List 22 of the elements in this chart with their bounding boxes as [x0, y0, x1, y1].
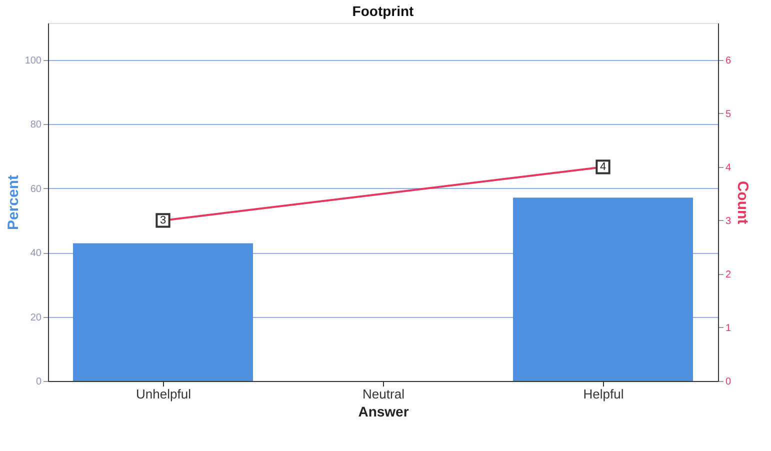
data-label: 3 [160, 214, 166, 226]
chart-title: Footprint [352, 3, 414, 19]
y2-tick-label: 2 [726, 269, 732, 280]
y2-axis-title: Count [734, 180, 752, 224]
y2-tick-label: 1 [726, 322, 732, 334]
y2-tick-label: 3 [726, 216, 732, 227]
y-axis-title: Percent [4, 174, 22, 230]
y2-tick-label: 0 [726, 376, 732, 388]
x-tick-label: Neutral [362, 386, 405, 402]
y-tick-label: 80 [30, 120, 42, 131]
y2-tick-label: 5 [726, 108, 732, 120]
y-tick-label: 40 [30, 248, 42, 260]
x-tick-label: Helpful [583, 386, 624, 402]
y-tick-label: 20 [30, 312, 42, 324]
y-tick-label: 60 [30, 184, 42, 195]
data-label: 4 [600, 160, 606, 173]
y2-tick-label: 4 [726, 162, 732, 174]
x-tick-label: Unhelpful [136, 386, 192, 402]
x-axis-title: Answer [358, 404, 410, 420]
y2-tick-label: 6 [726, 55, 732, 66]
y-tick-label: 0 [36, 376, 42, 388]
y-tick-label: 100 [24, 55, 42, 66]
